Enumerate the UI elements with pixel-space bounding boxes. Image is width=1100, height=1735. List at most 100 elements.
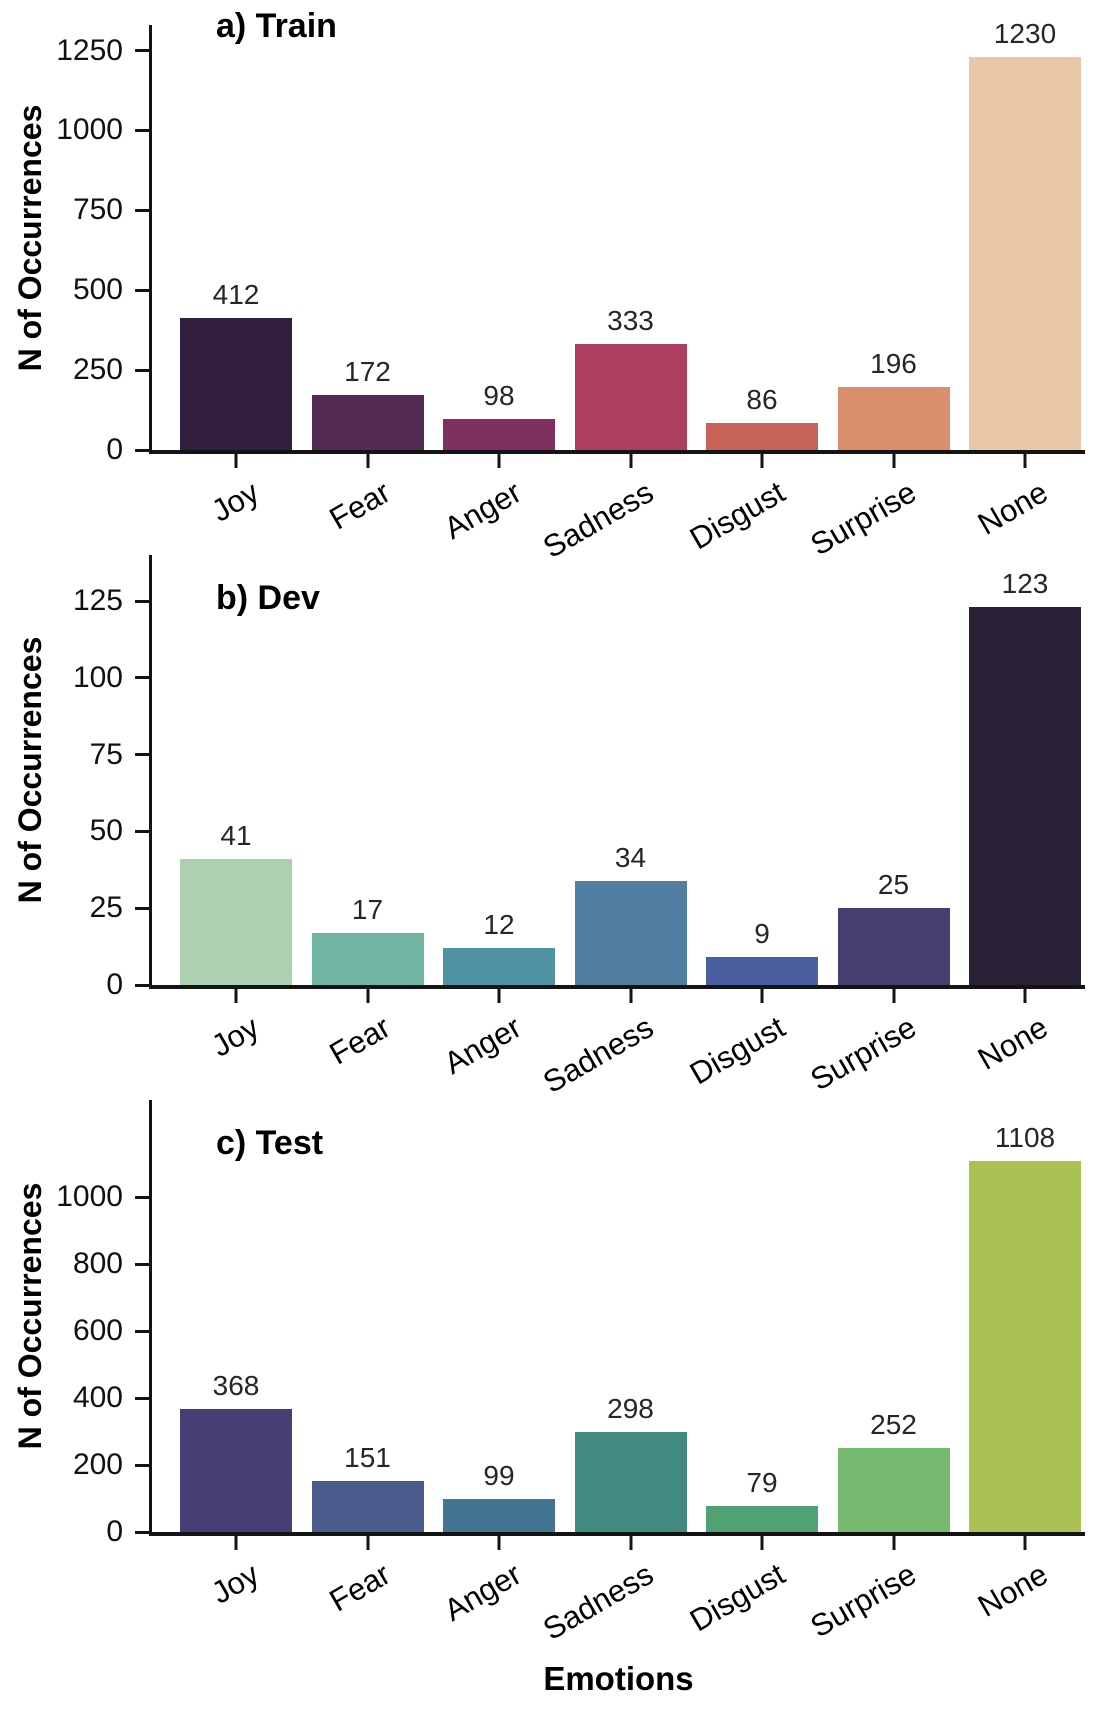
x-tick-label-none: None bbox=[971, 474, 1054, 542]
x-tick-label-joy: Joy bbox=[205, 1009, 265, 1064]
y-tick-label: 800 bbox=[72, 1247, 123, 1281]
x-tick-mark bbox=[366, 454, 369, 468]
bar-slot-disgust: 86 Disgust bbox=[683, 25, 818, 556]
bar-slot-none: 1230 None bbox=[969, 19, 1081, 542]
x-tick-label-fear: Fear bbox=[323, 1556, 396, 1619]
x-tick-mark bbox=[1023, 1536, 1027, 1550]
bars-row: 412 Joy 172 Fear 98 Anger 333 Sadness 86 Disgust 1… bbox=[152, 19, 1085, 565]
y-tick-mark bbox=[135, 49, 149, 53]
bar-value-label: 34 bbox=[614, 841, 647, 873]
y-tick-mark bbox=[135, 676, 149, 680]
bar-joy bbox=[180, 859, 292, 985]
x-tick-label-anger: Anger bbox=[438, 1009, 528, 1081]
bar-value-label: 79 bbox=[746, 1466, 778, 1498]
bar-fear bbox=[311, 932, 424, 985]
bar-value-label: 86 bbox=[746, 383, 778, 415]
y-tick-label: 75 bbox=[89, 737, 123, 771]
x-tick-mark bbox=[234, 454, 238, 468]
bar-slot-anger: 12 Anger bbox=[438, 555, 555, 1081]
y-tick-mark bbox=[135, 288, 149, 292]
x-tick-label-disgust: Disgust bbox=[683, 1556, 791, 1639]
y-tick-mark bbox=[135, 1396, 149, 1400]
x-tick-mark bbox=[629, 454, 632, 468]
x-tick-mark bbox=[1023, 989, 1027, 1003]
x-tick-label-disgust: Disgust bbox=[683, 474, 791, 557]
x-tick-mark bbox=[234, 989, 238, 1003]
bar-slot-joy: 368 Joy bbox=[180, 1100, 292, 1611]
y-tick-mark bbox=[135, 829, 149, 833]
y-tick-mark bbox=[135, 1262, 149, 1266]
x-tick-mark bbox=[760, 454, 764, 468]
x-tick-label-joy: Joy bbox=[205, 474, 265, 529]
y-axis-ticks: 0 25 50 75 100 125 bbox=[73, 555, 1085, 1000]
bar-value-label: 41 bbox=[220, 820, 252, 852]
x-tick-label-sadness: Sadness bbox=[537, 1556, 659, 1647]
x-tick-label-none: None bbox=[971, 1556, 1054, 1624]
y-axis-spine bbox=[149, 25, 152, 454]
y-tick-label: 0 bbox=[106, 968, 123, 1001]
x-tick-mark bbox=[892, 1536, 895, 1550]
bar-slot-joy: 41 Joy bbox=[180, 555, 292, 1064]
x-tick-mark bbox=[366, 989, 369, 1003]
y-tick-mark bbox=[135, 368, 149, 372]
bar-value-label: 298 bbox=[607, 1393, 654, 1425]
bar-slot-anger: 99 Anger bbox=[438, 1100, 555, 1628]
y-tick-mark bbox=[135, 599, 149, 603]
x-tick-label-surprise: Surprise bbox=[804, 1556, 922, 1645]
bar-value-label: 151 bbox=[344, 1442, 391, 1474]
bar-slot-joy: 412 Joy bbox=[180, 25, 292, 529]
y-tick-label: 750 bbox=[72, 193, 123, 227]
bar-value-label: 98 bbox=[483, 379, 515, 411]
x-tick-label-none: None bbox=[971, 1009, 1054, 1077]
bar-surprise bbox=[837, 908, 950, 985]
y-tick-label: 200 bbox=[72, 1448, 123, 1482]
y-tick-mark bbox=[135, 1329, 149, 1333]
bar-slot-sadness: 333 Sadness bbox=[537, 25, 687, 565]
y-tick-label: 1000 bbox=[56, 1180, 123, 1214]
bar-value-label: 12 bbox=[483, 909, 515, 941]
x-axis-spine bbox=[149, 450, 1085, 454]
x-tick-mark bbox=[234, 1536, 238, 1550]
bar-value-label: 196 bbox=[870, 348, 917, 380]
x-tick-label-surprise: Surprise bbox=[804, 1009, 922, 1098]
y-tick-mark bbox=[135, 983, 149, 987]
bar-slot-anger: 98 Anger bbox=[438, 25, 555, 546]
y-tick-mark bbox=[135, 208, 149, 212]
bar-value-label: 1108 bbox=[994, 1121, 1056, 1153]
x-tick-label-anger: Anger bbox=[438, 474, 528, 546]
subplot-title: b) Dev bbox=[216, 579, 320, 617]
x-tick-mark bbox=[497, 454, 501, 468]
y-tick-mark bbox=[135, 448, 149, 452]
bar-slot-disgust: 79 Disgust bbox=[683, 1100, 818, 1638]
bar-anger bbox=[443, 1498, 555, 1532]
x-tick-mark bbox=[629, 1536, 632, 1550]
y-tick-mark bbox=[135, 906, 149, 910]
bar-none bbox=[969, 607, 1081, 985]
y-tick-mark bbox=[135, 753, 149, 757]
x-axis-spine bbox=[149, 1532, 1085, 1536]
bar-value-label: 123 bbox=[1001, 568, 1049, 600]
y-tick-mark bbox=[135, 1195, 149, 1199]
x-tick-label-anger: Anger bbox=[438, 1556, 528, 1628]
bar-none bbox=[969, 56, 1081, 450]
x-tick-mark bbox=[497, 1536, 501, 1550]
bar-fear bbox=[311, 395, 424, 450]
subplot-b-dev: N of Occurrences b) Dev 0 25 50 75 100 125 41… bbox=[0, 555, 1100, 1100]
y-tick-label: 500 bbox=[72, 273, 123, 307]
bar-value-label: 9 bbox=[754, 918, 770, 950]
bar-surprise bbox=[837, 387, 950, 450]
bar-sadness bbox=[574, 343, 687, 450]
bars-row: 368 Joy 151 Fear 99 Anger 298 Sadness 79 Disgust 2… bbox=[152, 1100, 1085, 1647]
x-tick-mark bbox=[892, 454, 895, 468]
bar-slot-sadness: 298 Sadness bbox=[537, 1100, 687, 1647]
bar-slot-disgust: 9 Disgust bbox=[683, 555, 818, 1091]
y-tick-label: 50 bbox=[89, 814, 123, 848]
plot-area: a) Train 0 250 500 750 1000 1250 412 Joy 172 Fea… bbox=[56, 9, 1085, 565]
y-tick-label: 1250 bbox=[56, 33, 123, 67]
subplot-title: a) Train bbox=[216, 7, 337, 45]
y-axis-spine bbox=[149, 555, 152, 989]
x-tick-label-joy: Joy bbox=[205, 1556, 265, 1611]
x-tick-mark bbox=[629, 989, 632, 1003]
bar-anger bbox=[443, 948, 555, 985]
y-axis-label: N of Occurrences bbox=[12, 1182, 48, 1450]
